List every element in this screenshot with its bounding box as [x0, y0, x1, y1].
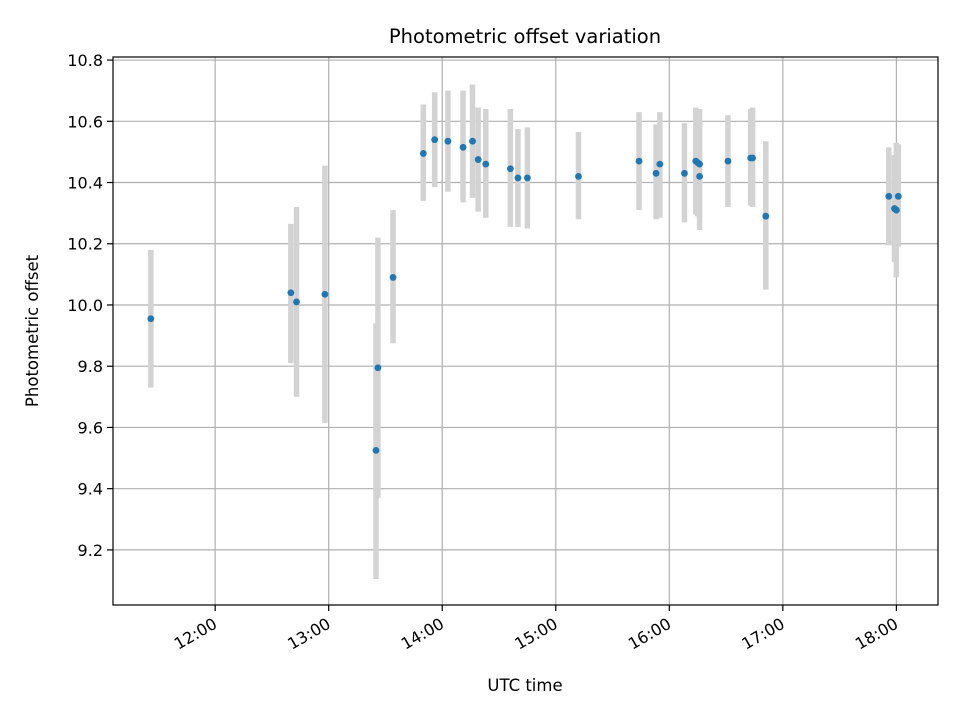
y-tick-label: 10.6 — [67, 112, 103, 131]
data-point — [894, 192, 902, 200]
data-point — [575, 172, 582, 180]
data-point — [635, 157, 643, 165]
data-point — [696, 172, 703, 180]
y-tick-label: 9.4 — [78, 480, 103, 499]
data-point — [523, 174, 531, 182]
data-point — [372, 446, 380, 454]
y-tick-label: 9.8 — [78, 357, 103, 376]
data-point — [389, 274, 397, 281]
data-point — [431, 136, 439, 144]
data-point — [762, 212, 770, 220]
data-point — [482, 160, 490, 168]
data-point — [419, 150, 427, 157]
data-point — [469, 137, 476, 145]
data-point — [885, 192, 893, 200]
data-point — [506, 165, 514, 173]
x-axis-label: UTC time — [487, 676, 562, 695]
y-tick-label: 10.8 — [67, 51, 103, 70]
data-point — [656, 160, 664, 168]
data-point — [749, 154, 756, 162]
y-tick-label: 10.0 — [67, 296, 103, 315]
plot-frame — [112, 56, 939, 606]
y-axis-label: Photometric offset — [23, 254, 42, 407]
data-point — [681, 169, 688, 177]
data-point — [147, 315, 155, 323]
data-point — [374, 364, 382, 372]
data-point — [474, 156, 482, 163]
y-axis-ticks: 9.2 9.4 9.6 9.8 10.0 10.2 10.4 10.6 10.8 — [67, 51, 113, 560]
data-point — [892, 206, 900, 214]
data-point — [724, 157, 732, 165]
data-point — [459, 143, 467, 151]
data-point — [652, 169, 660, 177]
data-point — [321, 290, 329, 298]
y-tick-label: 9.6 — [78, 418, 103, 437]
data-points — [147, 136, 902, 454]
data-point — [293, 298, 300, 306]
data-point — [444, 137, 452, 145]
data-point — [514, 174, 522, 182]
y-tick-label: 9.2 — [78, 541, 103, 560]
data-point — [696, 160, 703, 168]
y-tick-label: 10.4 — [67, 174, 103, 193]
data-point — [287, 289, 295, 297]
chart-title: Photometric offset variation — [389, 25, 661, 48]
y-tick-label: 10.2 — [67, 235, 103, 254]
